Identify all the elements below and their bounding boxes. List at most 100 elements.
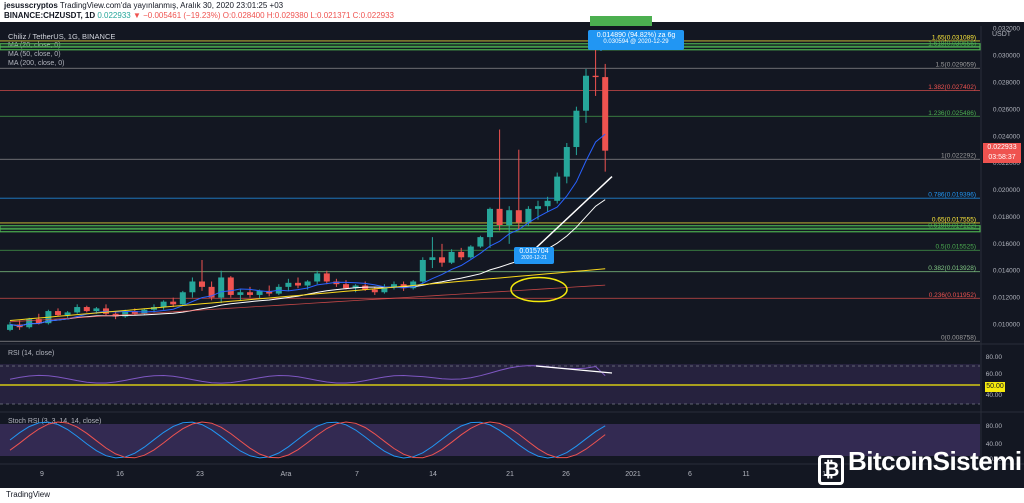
y-tick-label: 0.014000 (993, 268, 1020, 275)
candle-body (573, 110, 580, 148)
footer: TradingView (0, 488, 1024, 503)
x-tick-label: 2021 (625, 471, 641, 478)
brand-logo: ₿ BitcoinSistemi (818, 446, 1022, 485)
candle-body (304, 281, 311, 286)
y-tick-label: 0.010000 (993, 322, 1020, 329)
fib-label: 1.382(0.027402) (928, 84, 976, 91)
stoch-axis-label: 80.00 (986, 423, 1003, 430)
candle-body (170, 301, 177, 305)
candle-body (285, 282, 292, 287)
y-tick-label: 0.028000 (993, 79, 1020, 86)
fib-label: 0.65(0.017555) (932, 216, 976, 223)
candle-body (199, 281, 205, 287)
y-tick-label: 0.016000 (993, 241, 1020, 248)
candle-body (266, 290, 273, 294)
ma-red-line (9, 284, 606, 323)
rsi-axis-label: 80.00 (986, 354, 1003, 361)
fib-label: 1(0.022292) (941, 153, 976, 160)
candle-body (160, 301, 167, 308)
candle-body (429, 257, 436, 260)
fib-label: 0.786(0.019396) (928, 192, 976, 199)
ma50-legend[interactable]: MA (50, close, 0) (8, 51, 61, 58)
candle-body (131, 311, 138, 314)
x-tick-label: 16 (116, 471, 124, 478)
measure-high-value: 0.014890 (94.82%) za 6g (596, 32, 676, 39)
candle-body (333, 281, 340, 285)
candle-body (544, 200, 551, 207)
rsi-line (9, 365, 606, 384)
candle-body (506, 210, 513, 226)
y-tick-label: 0.020000 (993, 187, 1020, 194)
candle-body (122, 311, 129, 317)
candle-body (381, 286, 388, 293)
candle-body (535, 206, 541, 209)
candle-body (64, 312, 71, 316)
x-tick-label: 23 (196, 471, 204, 478)
stoch-axis-label: 40.00 (986, 441, 1003, 448)
candle-body (35, 319, 42, 324)
y-tick-label: 0.012000 (993, 295, 1020, 302)
x-tick-label: 18 (822, 471, 830, 478)
candle-body (55, 311, 61, 316)
candle-body (467, 246, 474, 258)
tradingview-logo: TradingView (6, 490, 51, 499)
rsi-divergence-line (535, 365, 613, 374)
stoch-d-line (9, 421, 606, 459)
candle-body (256, 290, 263, 295)
y-tick-label: 0.022000 (993, 160, 1020, 167)
candle-body (391, 284, 397, 287)
candle-body (237, 292, 244, 295)
candle-body (295, 282, 301, 286)
candle-body (419, 259, 426, 282)
candle-body (525, 208, 532, 223)
candle-body (208, 286, 215, 298)
x-tick-label: 9 (40, 471, 44, 478)
candle-body (439, 257, 445, 263)
candle-body (554, 176, 561, 201)
candle-body (93, 308, 100, 312)
rsi-50-tag: 50.00 (985, 382, 1005, 392)
candle-body (227, 277, 234, 295)
y-tick-label: 0.018000 (993, 214, 1020, 221)
candle-body (496, 208, 503, 226)
x-tick-label: 7 (355, 471, 359, 478)
fib-label: 0.236(0.011952) (929, 292, 976, 299)
last-price-tag: 0.022933 (983, 143, 1021, 153)
candle-body (7, 324, 13, 330)
pair-legend: Chiliz / TetherUS, 1G, BINANCE (8, 32, 116, 41)
candle-body (83, 307, 90, 312)
ohlc-line: BINANCE:CHZUSDT, 1D 0.022933 ▼ −0.005461… (4, 11, 395, 20)
x-tick-label: 6 (688, 471, 692, 478)
fib-label: 0.382(0.013928) (928, 265, 976, 272)
stoch-k-line (9, 421, 606, 459)
candle-body (218, 277, 225, 298)
rsi-band (0, 364, 980, 404)
candle-body (602, 77, 609, 151)
candle-body (74, 307, 81, 313)
countdown-tag: 03:58:37 (983, 153, 1021, 163)
ma200-legend[interactable]: MA (200, close, 0) (8, 60, 65, 67)
candle-body (189, 281, 196, 293)
trend-line (535, 176, 613, 249)
rsi-legend[interactable]: RSI (14, close) (8, 350, 55, 357)
rsi-axis-label: 60.00 (986, 371, 1003, 378)
fib-label: 0.5(0.015525) (936, 244, 976, 251)
rsi-axis-label: 40.00 (986, 392, 1003, 399)
ma-yellow-line (9, 268, 606, 321)
fib-label: 1.236(0.025486) (928, 110, 976, 117)
candle-body (563, 147, 570, 177)
candle-body (583, 75, 589, 111)
candle-body (410, 281, 417, 289)
ma20-legend[interactable]: MA (20, close, 0) (8, 42, 61, 49)
measure-green-tag (590, 16, 652, 26)
stoch-legend[interactable]: Stoch RSI (3, 3, 14, 14, close) (8, 418, 102, 425)
candle-body (487, 208, 493, 238)
x-tick-label: 14 (429, 471, 437, 478)
y-tick-label: 0.030000 (993, 53, 1020, 60)
currency-label: USDT (992, 31, 1012, 38)
fib-label: 0(0.008758) (941, 335, 976, 342)
chart-header: jesusscryptos TradingView.com'da yayınla… (0, 0, 1024, 22)
bitcoin-icon: ₿ (818, 455, 844, 485)
measure-low-value: 0.015704 (519, 248, 549, 255)
